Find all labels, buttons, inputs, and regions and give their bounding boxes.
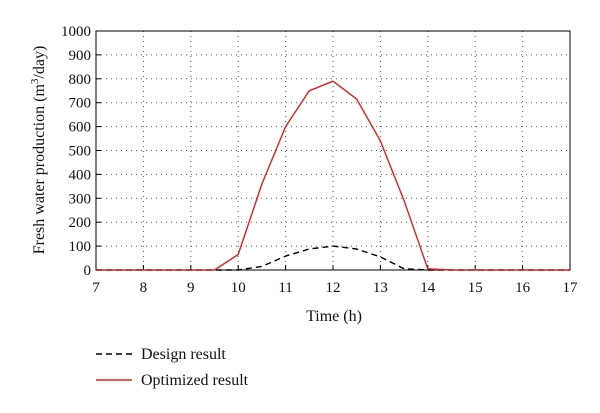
gridlines	[96, 31, 570, 270]
axis-ticks: 7 8 9 10 11 12 13 14 15 16 17 0 100 200 300 400 500 600 70…	[61, 24, 578, 296]
y-tick-label: 100	[69, 239, 92, 255]
x-tick-label: 9	[187, 280, 195, 296]
legend-label: Optimized result	[141, 372, 249, 389]
x-tick-label: 13	[373, 280, 388, 296]
x-tick-label: 8	[140, 280, 148, 296]
x-tick-label: 17	[563, 280, 579, 296]
series-line-optimized	[96, 80, 570, 271]
y-tick-label: 1000	[61, 24, 91, 40]
x-tick-label: 7	[92, 280, 100, 296]
x-tick-label: 11	[278, 280, 292, 296]
x-tick-label: 16	[515, 280, 531, 296]
legend-label: Design result	[141, 346, 226, 363]
y-tick-label: 600	[69, 120, 92, 136]
x-tick-label: 10	[231, 280, 246, 296]
y-tick-label: 700	[69, 96, 92, 112]
x-tick-label: 15	[468, 280, 483, 296]
y-axis-label: Fresh water production (m3/day)	[29, 46, 48, 255]
y-tick-label: 500	[69, 144, 92, 160]
x-axis-label: Time (h)	[306, 308, 362, 325]
y-tick-label: 900	[69, 48, 92, 64]
x-tick-label: 14	[420, 280, 436, 296]
x-tick-label: 12	[326, 280, 341, 296]
y-tick-label: 0	[84, 263, 92, 279]
y-tick-label: 200	[69, 215, 92, 231]
y-tick-label: 300	[69, 191, 92, 207]
y-tick-label: 400	[69, 167, 92, 183]
legend: Design result Optimized result	[96, 346, 249, 389]
y-tick-label: 800	[69, 72, 92, 88]
series-lines	[96, 80, 570, 271]
